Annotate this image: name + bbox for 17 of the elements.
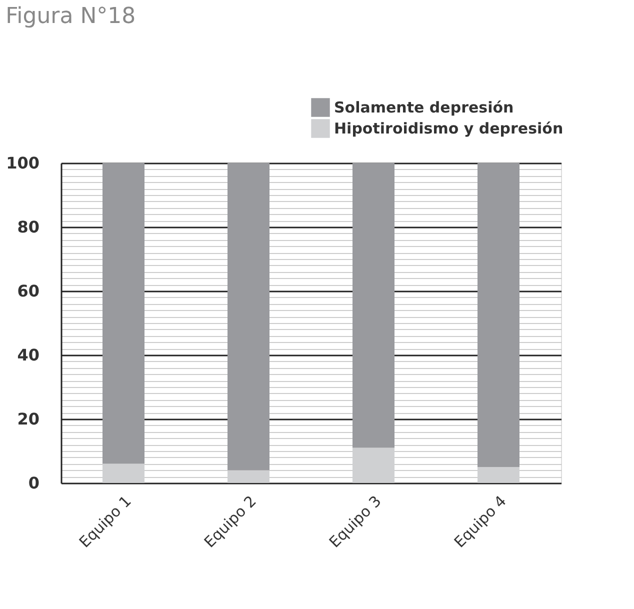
y-tick-label: 20: [17, 410, 40, 428]
bar: [102, 163, 144, 464]
bar: [478, 467, 520, 483]
y-tick-label: 100: [6, 154, 40, 172]
bar: [102, 464, 144, 483]
legend-label: Solamente depresión: [334, 98, 514, 116]
legend-label: Hipotiroidismo y depresión: [334, 120, 564, 138]
y-tick-label: 60: [17, 282, 40, 300]
bar: [228, 470, 270, 483]
y-tick-label: 0: [28, 474, 40, 492]
bar: [352, 448, 394, 483]
bar: [478, 163, 520, 467]
bar: [228, 163, 270, 470]
bar: [352, 163, 394, 448]
y-tick-label: 40: [17, 346, 40, 364]
chart-title: Figura N°18: [6, 4, 136, 29]
y-tick-label: 80: [17, 218, 40, 236]
